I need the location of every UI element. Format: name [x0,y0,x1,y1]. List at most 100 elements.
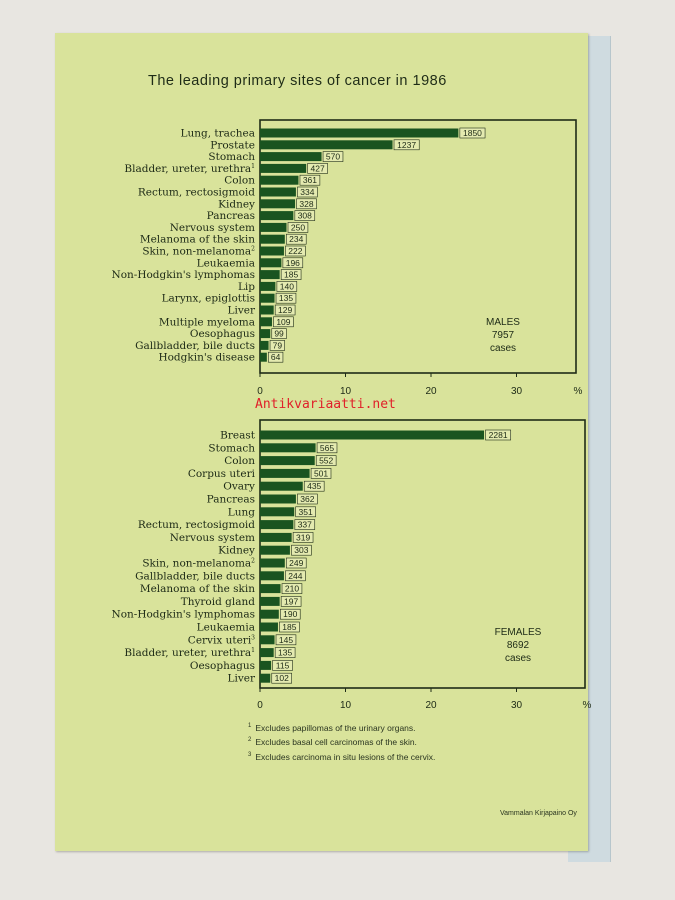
value-box [310,468,332,479]
value-label: 435 [307,481,321,491]
bar [260,258,282,268]
footnote-mark: 3 [251,634,255,641]
x-tick-label: 30 [511,386,523,397]
category-label: Non-Hodgkin's lymphomas [112,609,256,621]
value-box [297,493,318,505]
x-tick-label: 0 [257,386,263,397]
bar [260,635,275,645]
value-box [295,506,316,518]
bar [260,558,285,568]
bar [260,187,296,197]
panel-label: cases [490,343,516,354]
bar [260,281,276,291]
category-label: Colon [224,175,255,187]
x-tick-label: 10 [340,700,352,711]
category-label: Breast [220,430,256,442]
bar [260,293,275,303]
bar [260,163,307,173]
category-label: Hodgkin's disease [158,352,255,364]
category-label: Gallbladder, bile ducts [135,570,255,582]
category-label: Ovary [223,481,255,493]
value-box [280,596,302,607]
value-label: 145 [279,635,293,645]
bar [260,430,485,440]
x-tick-label: 20 [425,386,437,397]
category-label: Prostate [210,139,255,151]
value-label: 190 [283,609,297,619]
bar [260,246,284,256]
value-label: 337 [298,520,312,530]
category-label: Bladder, ureter, urethra1 [124,163,255,175]
bar [260,329,271,339]
value-box [276,281,298,292]
value-box [279,621,300,633]
bar [260,673,271,683]
panel-label: 8692 [507,640,530,651]
bar [260,571,284,581]
value-label: 303 [294,545,308,555]
x-tick-label: 30 [511,700,523,711]
value-box [275,292,297,304]
value-box [322,151,344,162]
category-label: Rectum, rectosigmoid [138,519,255,531]
category-label: Colon [224,455,255,467]
category-label: Lip [238,281,255,293]
value-box [296,198,317,210]
bar [260,660,272,670]
footnote-mark: 1 [251,163,255,170]
value-box [393,139,420,151]
value-box [274,647,296,658]
category-label: Leukaemia [197,257,255,269]
value-label: 197 [284,596,298,606]
category-label: Skin, non-melanoma2 [142,246,255,258]
value-label: 222 [288,246,302,256]
value-box [281,583,303,594]
category-label: Rectum, rectosigmoid [138,187,255,199]
value-label: 99 [274,329,284,339]
category-label: Liver [228,673,256,685]
x-tick-label: 10 [340,386,352,397]
value-label: 361 [303,175,317,185]
bar [260,352,267,362]
value-label: 334 [300,187,314,197]
value-box [459,127,486,139]
value-label: 565 [320,443,334,453]
value-box [275,634,297,646]
value-box [294,210,316,221]
category-label: Non-Hodgkin's lymphomas [112,269,256,281]
value-box [292,532,314,543]
category-label: Skin, non-melanoma2 [142,558,255,570]
value-label: 328 [299,199,313,209]
value-label: 351 [299,507,313,517]
panel-label: MALES [486,317,520,328]
value-label: 2281 [489,430,508,440]
category-label: Kidney [218,198,255,210]
bar [260,468,310,478]
value-box [269,340,285,351]
bar [260,507,295,517]
category-label: Lung, trachea [180,128,255,140]
bar [260,140,393,150]
bar [260,317,272,327]
category-label: Oesophagus [190,328,255,340]
footnote-1: 1 Excludes papillomas of the urinary orga… [248,722,416,733]
value-box [271,328,287,339]
category-label: Kidney [218,545,255,557]
bar [260,128,459,138]
value-label: 129 [278,305,292,315]
category-label: Multiple myeloma [159,316,255,328]
value-label: 115 [276,660,290,670]
value-label: 250 [291,222,305,232]
bar [260,648,274,658]
value-label: 552 [319,456,333,466]
value-box [285,557,307,569]
bar [260,211,294,221]
bar [260,456,315,466]
bar [260,305,274,315]
category-label: Larynx, epiglottis [162,293,255,305]
x-unit-label: % [574,386,583,397]
category-label: Melanoma of the skin [140,234,255,246]
value-label: 501 [314,468,328,478]
bar [260,609,279,619]
value-box [294,519,316,530]
